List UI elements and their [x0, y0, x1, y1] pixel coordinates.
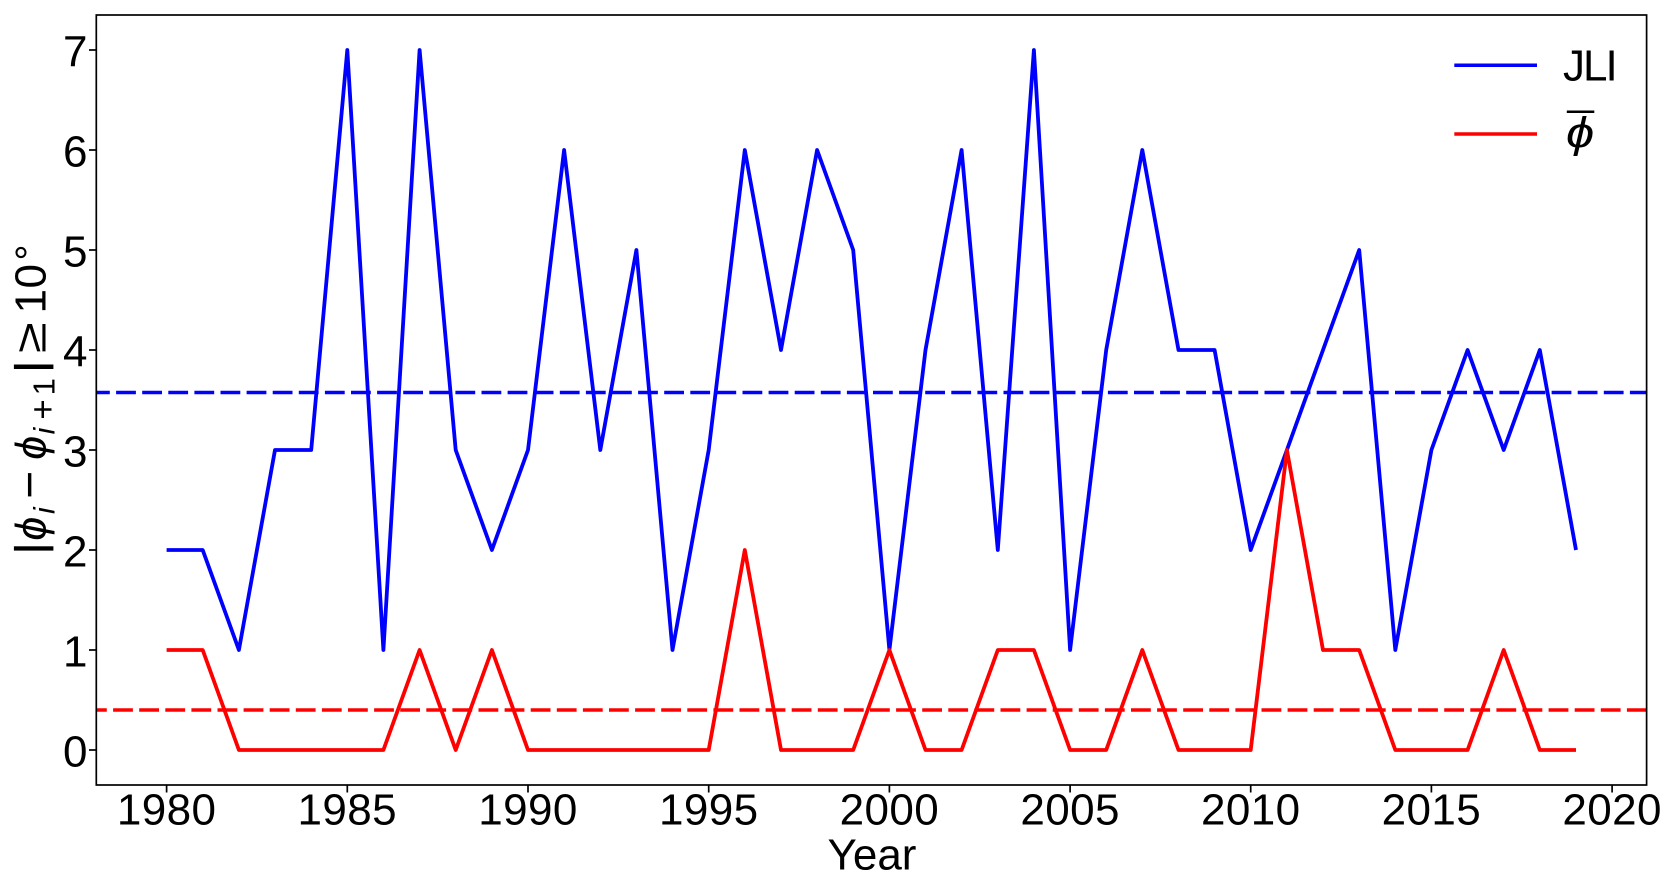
svg-text:1985: 1985 — [298, 786, 397, 835]
svg-text:7: 7 — [63, 28, 87, 77]
svg-text:1990: 1990 — [478, 786, 577, 835]
svg-text:i: i — [29, 506, 62, 514]
svg-text:2020: 2020 — [1562, 786, 1661, 835]
svg-text:i: i — [29, 426, 62, 434]
svg-text:2: 2 — [63, 528, 87, 577]
svg-text:ϕ: ϕ — [8, 517, 56, 541]
svg-text:1980: 1980 — [117, 786, 216, 835]
svg-text:2010: 2010 — [1201, 786, 1300, 835]
svg-text:ϕ: ϕ — [8, 436, 56, 460]
svg-text:0: 0 — [7, 264, 56, 288]
svg-text:2015: 2015 — [1382, 786, 1481, 835]
svg-text:4: 4 — [63, 328, 87, 377]
svg-text:Year: Year — [828, 831, 917, 880]
svg-text:≥: ≥ — [7, 322, 56, 353]
svg-text:1: 1 — [27, 378, 62, 395]
svg-text:2005: 2005 — [1020, 786, 1119, 835]
svg-text:ϕ: ϕ — [1566, 108, 1594, 156]
svg-text:1: 1 — [63, 628, 87, 677]
svg-text:−: − — [4, 471, 57, 499]
svg-text:5: 5 — [63, 228, 87, 277]
svg-text:1995: 1995 — [659, 786, 758, 835]
svg-text:3: 3 — [63, 428, 87, 477]
svg-text:6: 6 — [63, 128, 87, 177]
svg-text:+: + — [24, 399, 63, 419]
svg-text:2000: 2000 — [840, 786, 939, 835]
svg-text:°: ° — [9, 245, 53, 261]
svg-text:0: 0 — [63, 728, 87, 777]
svg-text:JLI: JLI — [1563, 41, 1616, 90]
svg-text:1: 1 — [7, 289, 56, 313]
